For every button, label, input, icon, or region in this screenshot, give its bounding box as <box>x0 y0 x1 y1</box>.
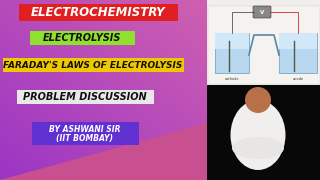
Text: PROBLEM DISCUSSION: PROBLEM DISCUSSION <box>23 92 147 102</box>
Text: ELECTROCHEMISTRY: ELECTROCHEMISTRY <box>31 6 165 19</box>
FancyBboxPatch shape <box>31 122 139 145</box>
Ellipse shape <box>230 100 285 170</box>
Text: V: V <box>260 10 264 15</box>
Text: BY ASHWANI SIR: BY ASHWANI SIR <box>49 125 121 134</box>
Ellipse shape <box>232 137 284 159</box>
FancyBboxPatch shape <box>215 33 249 73</box>
FancyBboxPatch shape <box>279 33 317 73</box>
Ellipse shape <box>245 87 271 113</box>
FancyBboxPatch shape <box>3 58 183 72</box>
FancyBboxPatch shape <box>253 6 271 18</box>
FancyBboxPatch shape <box>208 6 320 84</box>
Text: ELECTROLYSIS: ELECTROLYSIS <box>43 33 121 43</box>
FancyBboxPatch shape <box>207 0 320 85</box>
FancyBboxPatch shape <box>215 33 249 49</box>
FancyBboxPatch shape <box>17 90 154 104</box>
FancyBboxPatch shape <box>29 31 134 45</box>
FancyBboxPatch shape <box>279 33 317 49</box>
Text: anode: anode <box>292 77 303 81</box>
Text: cathode: cathode <box>225 77 239 81</box>
FancyBboxPatch shape <box>19 3 178 21</box>
Text: (IIT BOMBAY): (IIT BOMBAY) <box>57 134 114 143</box>
FancyBboxPatch shape <box>207 85 320 180</box>
Polygon shape <box>0 123 207 180</box>
Text: FARADAY'S LAWS OF ELECTROLYSIS: FARADAY'S LAWS OF ELECTROLYSIS <box>3 60 183 69</box>
